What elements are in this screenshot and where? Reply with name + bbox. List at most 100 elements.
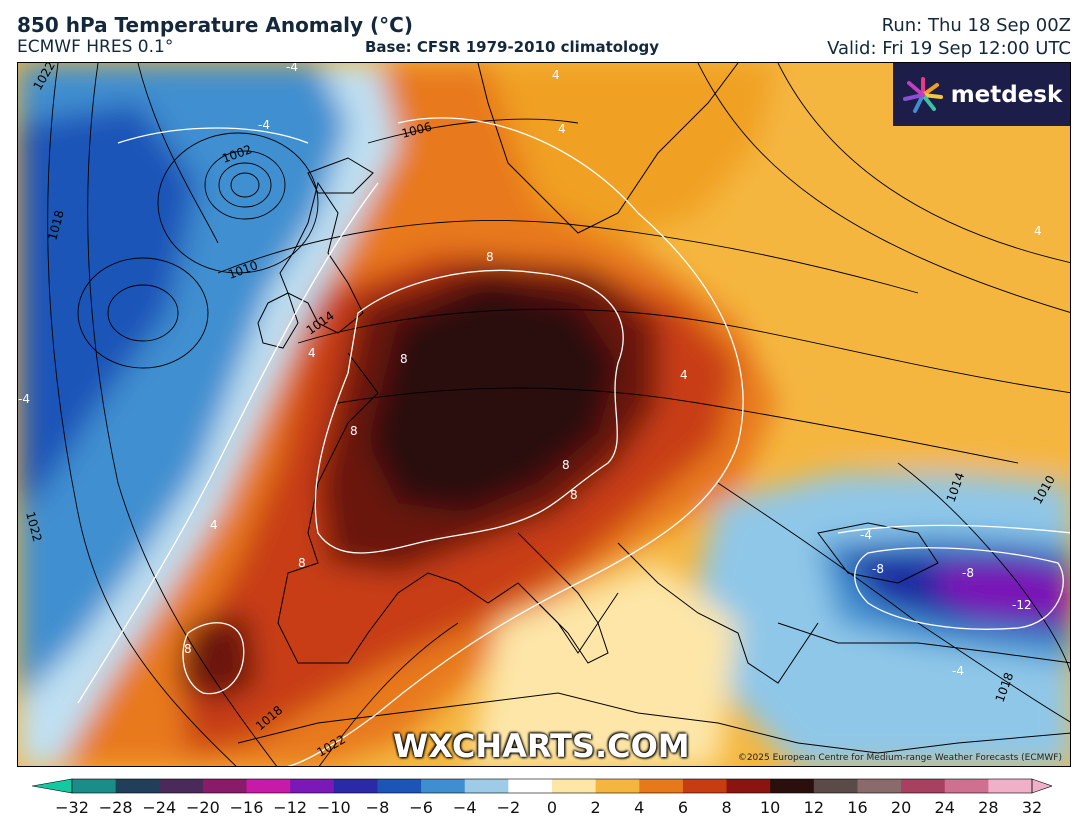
colorbar-tick-label: 12: [803, 798, 824, 817]
isobar-low-2: [204, 150, 286, 220]
colorbar-segment: [988, 779, 1033, 793]
colorbar-segment: [552, 779, 597, 793]
anomaly-map: 1022 1018 1002 1006 1010 1014 1022 1018 …: [17, 62, 1071, 767]
colorbar-tick-label: −24: [142, 798, 177, 817]
isobar-low-center: [230, 172, 260, 198]
anomaly-label: 4: [210, 518, 218, 532]
colorbar-tick-label: 28: [978, 798, 999, 817]
colorbar-right-arrow: [1031, 778, 1053, 794]
colorbar-segment: [290, 779, 335, 793]
coast-black-sea: [817, 522, 939, 584]
isobar-e: [897, 462, 1070, 674]
valid-time: Valid: Fri 19 Sep 12:00 UTC: [827, 38, 1071, 59]
contour-neg4-atlantic: [117, 127, 309, 144]
colorbar-tick-label: 32: [1021, 798, 1043, 817]
coast-scandinavia: [477, 63, 739, 234]
wxcharts-watermark: WXCHARTS.COM: [393, 727, 690, 765]
anomaly-label: -4: [860, 528, 872, 542]
colorbar: [31, 778, 1053, 794]
colorbar-tick-label: −16: [229, 798, 264, 817]
colorbar-tick-label: 8: [721, 798, 732, 817]
colorbar-tick-label: −28: [98, 798, 133, 817]
metdesk-logo: metdesk: [893, 63, 1070, 126]
colorbar-tick-label: −2: [496, 798, 521, 817]
colorbar-segment: [202, 779, 248, 793]
colorbar-tick-label: 4: [634, 798, 645, 817]
atlantic-deep-cold: [18, 103, 198, 513]
colorbar-segment: [857, 779, 902, 793]
coast-italy: [517, 532, 609, 664]
turkey-extreme-cold: [938, 563, 1070, 623]
colorbar-segment: [333, 779, 378, 793]
colorbar-tick-label: −6: [409, 798, 433, 817]
isobar-1010: [217, 220, 919, 294]
colorbar-tick-label: 2: [590, 798, 601, 817]
model-name: ECMWF HRES 0.1°: [17, 37, 174, 57]
colorbar-tick-label: −10: [316, 798, 351, 817]
anomaly-label: 4: [1034, 224, 1042, 238]
isobar-c: [697, 63, 1070, 313]
isobar-low-3: [157, 132, 319, 274]
colorbar-segment: [595, 779, 640, 793]
anomaly-label: 8: [400, 352, 408, 366]
metdesk-flower-icon: [902, 76, 943, 113]
contour-4-west: [77, 182, 379, 704]
anomaly-label: -12: [1012, 598, 1032, 612]
map-canvas: 1022 1018 1002 1006 1010 1014 1022 1018 …: [18, 63, 1070, 766]
anomaly-label: 4: [552, 68, 560, 82]
anomaly-label: 8: [562, 458, 570, 472]
colorbar-segment: [639, 779, 684, 793]
colorbar-segment: [464, 779, 509, 793]
anomaly-label: -4: [258, 118, 270, 132]
anomaly-label: 8: [486, 250, 494, 264]
atlantic-transition: [18, 63, 398, 766]
anomaly-label: -4: [952, 664, 964, 678]
hot-core-center: [368, 283, 618, 513]
russia-slight: [758, 63, 1070, 463]
isobar-low-1: [218, 162, 272, 208]
colorbar-tick-label: −20: [186, 798, 220, 817]
anomaly-label: 4: [680, 368, 688, 382]
coast-british-isles: [279, 181, 364, 334]
anomaly-label: -4: [18, 392, 30, 406]
contour-8-main: [314, 269, 624, 554]
anomaly-label: 8: [184, 642, 192, 656]
chart-title: 850 hPa Temperature Anomaly (°C): [17, 13, 413, 37]
contour-neg4-turkey: [837, 524, 1070, 534]
colorbar-segment: [682, 779, 728, 793]
colorbar-segment: [246, 779, 291, 793]
colorbar-tick-label: −32: [55, 798, 89, 817]
iberia-hot: [178, 613, 258, 703]
colorbar-segment: [377, 779, 422, 793]
isobar-1018-b: [87, 63, 278, 766]
anomaly-label: 8: [298, 556, 306, 570]
chart-header: 850 hPa Temperature Anomaly (°C) ECMWF H…: [0, 0, 1088, 62]
colorbar-tick-label: −4: [452, 798, 477, 817]
south-mild: [468, 563, 738, 766]
colorbar-tick-label: 20: [890, 798, 912, 817]
colorbar-segment: [72, 779, 117, 793]
colorbar-segment: [813, 779, 858, 793]
coastlines: [237, 63, 1070, 754]
isobar-ring-west: [107, 284, 179, 342]
anomaly-label: 4: [558, 122, 566, 136]
isobar-1018-a: [337, 387, 1019, 464]
isobar-f: [318, 622, 459, 766]
isobar-a: [137, 63, 219, 244]
colorbar-segment: [944, 779, 989, 793]
colorbar-segment: [726, 779, 771, 793]
colorbar-left-arrow: [31, 778, 73, 794]
colorbar-tick-label: 16: [847, 798, 868, 817]
anomaly-label: -8: [872, 562, 884, 576]
colorbar-tick-label: −8: [365, 798, 390, 817]
colorbar-segment: [770, 779, 815, 793]
contour-neg8-turkey: [854, 547, 1064, 630]
colorbar-segment: [115, 779, 160, 793]
colorbar-tick-label: 10: [759, 798, 781, 817]
ecmwf-credit: ©2025 European Centre for Medium-range W…: [737, 753, 1062, 763]
base-climatology: Base: CFSR 1979-2010 climatology: [365, 38, 660, 56]
colorbar-segment: [508, 779, 553, 793]
coast-balkans: [617, 542, 819, 684]
colorbar-segment: [421, 779, 466, 793]
anomaly-field: [18, 63, 1070, 766]
